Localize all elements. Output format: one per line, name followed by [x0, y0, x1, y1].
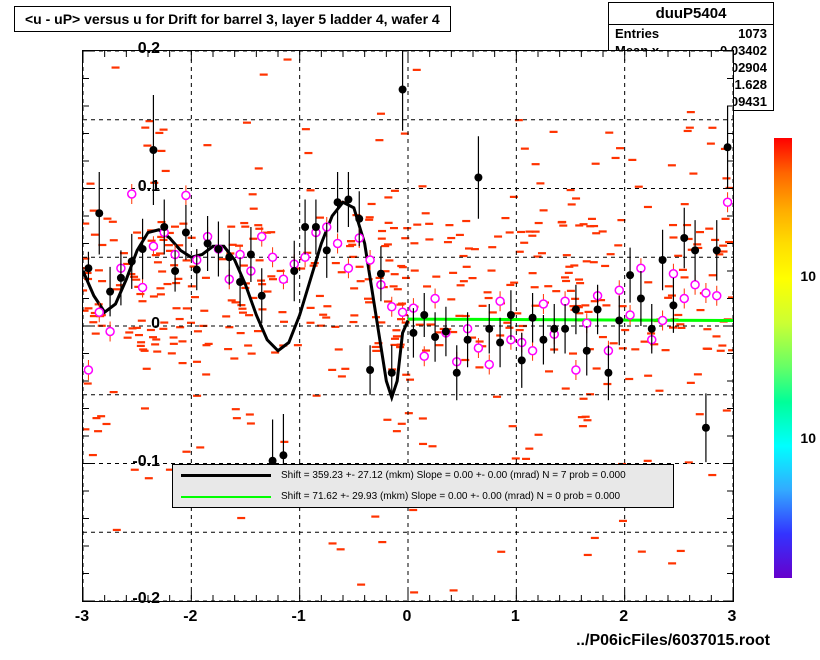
legend-swatch [181, 474, 271, 477]
stats-value: 1.628 [734, 77, 767, 92]
plot-svg [83, 51, 733, 601]
chart-title: <u - uP> versus u for Drift for barrel 3… [14, 6, 451, 32]
colorbar [774, 138, 792, 578]
legend-swatch [181, 496, 271, 498]
x-tick-label: -2 [175, 608, 205, 626]
chart-title-text: <u - uP> versus u for Drift for barrel 3… [25, 11, 440, 27]
stats-label: Entries [615, 26, 659, 41]
green-fit-line [408, 319, 733, 320]
x-tick-label: 2 [609, 608, 639, 626]
legend-text: Shift = 359.23 +- 27.12 (mkm) Slope = 0.… [281, 470, 626, 481]
colorbar-svg [774, 138, 792, 578]
x-tick-label: 3 [717, 608, 747, 626]
y-tick-label: -0.1 [100, 453, 160, 471]
legend-text: Shift = 71.62 +- 29.93 (mkm) Slope = 0.0… [281, 491, 620, 502]
legend-box: Shift = 359.23 +- 27.12 (mkm) Slope = 0.… [172, 464, 674, 508]
x-tick-label: 1 [500, 608, 530, 626]
y-tick-label: -0.2 [100, 590, 160, 608]
x-tick-label: -3 [67, 608, 97, 626]
plot-frame [82, 50, 734, 602]
stats-title: duuP5404 [609, 3, 773, 25]
grid [83, 51, 733, 601]
legend-row: Shift = 71.62 +- 29.93 (mkm) Slope = 0.0… [173, 486, 673, 507]
legend-row: Shift = 359.23 +- 27.12 (mkm) Slope = 0.… [173, 465, 673, 486]
colorbar-tick-label: 10 [800, 430, 816, 446]
x-tick-label: -1 [284, 608, 314, 626]
y-tick-label: 0 [100, 315, 160, 333]
stats-value: 1073 [738, 26, 767, 41]
footer-path: ../P06icFiles/6037015.root [576, 632, 770, 650]
x-tick-label: 0 [392, 608, 422, 626]
y-tick-label: 0.1 [100, 178, 160, 196]
colorbar-tick-label: 10 [800, 268, 816, 284]
stats-row: Entries 1073 [609, 25, 773, 42]
y-tick-label: 0.2 [100, 40, 160, 58]
